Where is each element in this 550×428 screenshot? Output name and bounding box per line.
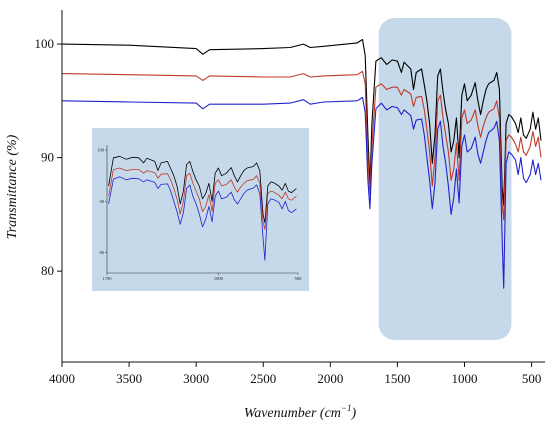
x-tick-label: 1500 xyxy=(384,371,410,386)
x-tick-label: 1000 xyxy=(452,371,478,386)
inset-series-line-3 xyxy=(108,176,297,261)
y-tick-label: 90 xyxy=(41,150,54,165)
background-layer xyxy=(378,18,512,340)
inset-x-tick-label: 500 xyxy=(295,276,303,281)
inset-y-tick-label: 100 xyxy=(97,148,105,153)
x-tick-label: 2500 xyxy=(250,371,276,386)
series-line-3 xyxy=(61,96,542,289)
highlight-region xyxy=(378,18,512,340)
y-tick-label: 100 xyxy=(35,36,55,51)
x-axis-title: Wavenumber (cm−1) xyxy=(244,403,357,421)
inset-y-tick-label: 80 xyxy=(100,250,105,255)
x-tick-label: 4000 xyxy=(49,371,75,386)
inset-chart: 1700 1000 500 80 90 100 xyxy=(92,128,309,291)
y-tick-label: 80 xyxy=(41,263,54,278)
x-tick-label: 2000 xyxy=(317,371,343,386)
y-axis-title: Transmittance (%) xyxy=(5,134,20,239)
series-line-2 xyxy=(61,70,542,221)
series-layer xyxy=(61,38,542,289)
series-line-1 xyxy=(61,38,542,206)
x-tick-label: 500 xyxy=(522,371,542,386)
inset-y-tick-label: 90 xyxy=(100,199,105,204)
inset-x-tick-label: 1000 xyxy=(214,276,224,281)
x-tick-label: 3500 xyxy=(116,371,142,386)
inset-series-line-1 xyxy=(108,155,297,224)
inset-background xyxy=(92,128,309,291)
inset-series-line-2 xyxy=(108,167,297,230)
tick-layer: 4000 3500 3000 2500 2000 1500 1000 500 80 90 100 xyxy=(35,36,542,386)
x-tick-label: 3000 xyxy=(183,371,209,386)
inset-x-tick-label: 1700 xyxy=(103,276,113,281)
